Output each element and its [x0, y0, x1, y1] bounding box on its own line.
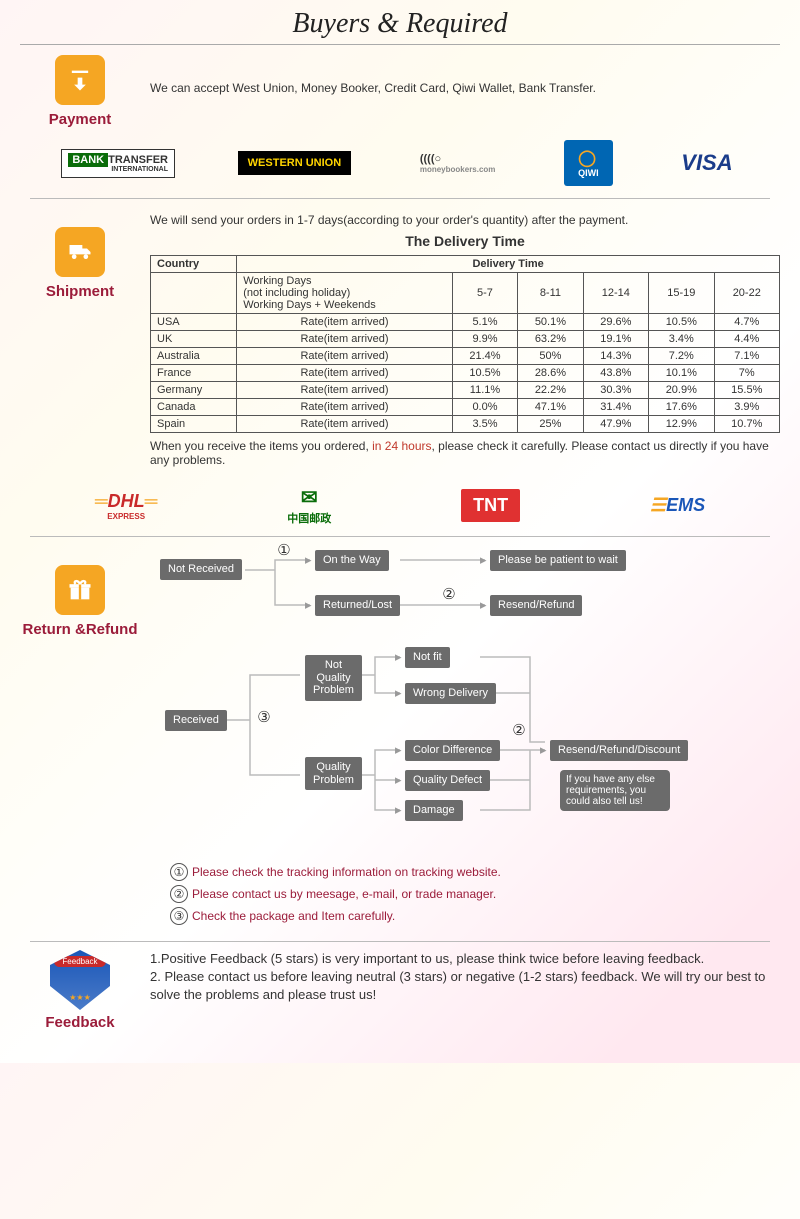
feedback-section: Feedback ★★★ Feedback 1.Positive Feedbac…: [0, 950, 800, 1051]
node-not-fit: Not fit: [405, 647, 450, 668]
returns-section: Return &Refund Not Received ① On the Way…: [0, 545, 800, 929]
node-wrong-delivery: Wrong Delivery: [405, 683, 496, 704]
shipment-icon: [55, 227, 105, 277]
return-notes: ①Please check the tracking information o…: [170, 863, 780, 925]
node-please-wait: Please be patient to wait: [490, 550, 626, 571]
th-delivery: Delivery Time: [237, 256, 780, 273]
num-3: ③: [255, 710, 273, 728]
divider: [30, 941, 770, 942]
shipment-intro: We will send your orders in 1-7 days(acc…: [150, 213, 780, 227]
carrier-logos: ═DHL═EXPRESS ✉中国邮政 TNT ☰EMS: [30, 485, 770, 526]
node-returned-lost: Returned/Lost: [315, 595, 400, 616]
shipment-note: When you receive the items you ordered, …: [150, 439, 780, 467]
bank-transfer-logo: BANKTRANSFERINTERNATIONAL: [61, 149, 175, 178]
payment-label: Payment: [20, 111, 140, 128]
node-resend-refund-disc: Resend/Refund/Discount: [550, 740, 688, 761]
table-row: CanadaRate(item arrived)0.0%47.1%31.4%17…: [151, 399, 780, 416]
feedback-label: Feedback: [20, 1014, 140, 1031]
qiwi-logo: ◯QIWI: [564, 140, 613, 186]
table-row: SpainRate(item arrived)3.5%25%47.9%12.9%…: [151, 416, 780, 433]
divider: [30, 198, 770, 199]
delivery-table-title: The Delivery Time: [150, 233, 780, 249]
th-country: Country: [151, 256, 237, 273]
gift-icon: [55, 565, 105, 615]
table-row: AustraliaRate(item arrived)21.4%50%14.3%…: [151, 348, 780, 365]
num-2a: ②: [440, 587, 458, 605]
payment-section: Payment We can accept West Union, Money …: [0, 55, 800, 128]
returns-label: Return &Refund: [20, 621, 140, 638]
shipment-section: Shipment We will send your orders in 1-7…: [0, 207, 800, 473]
num-2b: ②: [510, 723, 528, 741]
visa-logo: VISA: [675, 146, 738, 180]
feedback-badge-icon: Feedback ★★★: [50, 950, 110, 1010]
page-title: Buyers & Required: [20, 0, 780, 45]
payment-icon: [55, 55, 105, 105]
node-tooltip: If you have any else requirements, you c…: [560, 770, 670, 811]
node-damage: Damage: [405, 800, 463, 821]
ems-logo: ☰EMS: [650, 495, 705, 516]
table-row: FranceRate(item arrived)10.5%28.6%43.8%1…: [151, 365, 780, 382]
table-row: USARate(item arrived)5.1%50.1%29.6%10.5%…: [151, 314, 780, 331]
payment-text: We can accept West Union, Money Booker, …: [150, 81, 780, 95]
shipment-label: Shipment: [20, 283, 140, 300]
feedback-line2: 2. Please contact us before leaving neut…: [150, 968, 780, 1004]
node-quality: Quality Problem: [305, 757, 362, 790]
table-row: UKRate(item arrived)9.9%63.2%19.1%3.4%4.…: [151, 331, 780, 348]
tnt-logo: TNT: [461, 489, 520, 522]
western-union-logo: WESTERN UNION: [238, 151, 352, 175]
delivery-table: Country Delivery Time Working Days (not …: [150, 255, 780, 433]
divider: [30, 536, 770, 537]
table-row: GermanyRate(item arrived)11.1%22.2%30.3%…: [151, 382, 780, 399]
node-resend-refund: Resend/Refund: [490, 595, 582, 616]
node-color-diff: Color Difference: [405, 740, 500, 761]
china-post-logo: ✉中国邮政: [287, 485, 331, 526]
node-not-received: Not Received: [160, 559, 242, 580]
th-working: Working Days (not including holiday) Wor…: [237, 273, 453, 314]
node-on-the-way: On the Way: [315, 550, 389, 571]
node-not-quality: Not Quality Problem: [305, 655, 362, 701]
node-received: Received: [165, 710, 227, 731]
num-1: ①: [275, 543, 293, 561]
return-flowchart: Not Received ① On the Way Please be pati…: [140, 545, 780, 855]
moneybookers-logo: ((((○moneybookers.com: [414, 149, 502, 178]
feedback-line1: 1.Positive Feedback (5 stars) is very im…: [150, 950, 780, 968]
node-quality-defect: Quality Defect: [405, 770, 490, 791]
dhl-logo: ═DHL═EXPRESS: [95, 491, 158, 521]
payment-logos: BANKTRANSFERINTERNATIONAL WESTERN UNION …: [30, 140, 770, 186]
